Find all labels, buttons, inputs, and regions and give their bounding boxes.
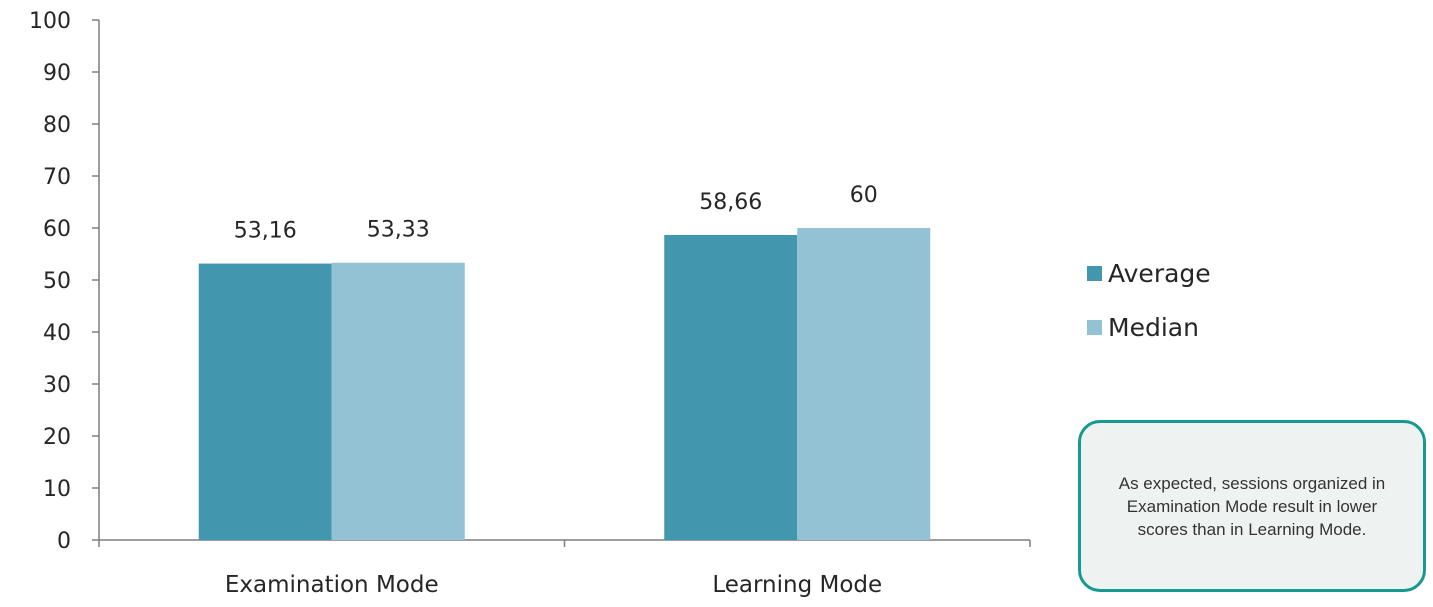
y-tick-label: 40 [43,321,71,346]
y-tick-label: 30 [43,373,71,398]
x-category-label: Examination Mode [225,572,439,598]
y-tick-label: 50 [43,269,71,294]
legend-label-median: Median [1108,312,1199,342]
legend-label-average: Average [1108,258,1211,288]
y-tick-label: 60 [43,217,71,242]
bar-chart: 0 10 20 30 40 50 60 70 80 90 100 53,16 53,33 Examinat… [29,9,1031,598]
x-category-label: Learning Mode [712,572,882,598]
bar-median [797,228,931,540]
data-label: 53,16 [234,219,297,244]
data-label: 53,33 [367,218,430,243]
y-tick-label: 90 [43,61,71,86]
legend-item-average: Average [1087,258,1211,288]
bar-average [198,263,332,540]
y-tick-label: 10 [43,477,71,502]
data-label: 60 [850,183,878,208]
annotation-callout: As expected, sessions organized in Exami… [1078,420,1426,592]
y-tick-label: 20 [43,425,71,450]
y-tick-label: 80 [43,113,71,138]
legend-swatch-average [1087,265,1102,281]
legend: Average Median [1087,258,1211,366]
y-tick-label: 0 [57,529,71,554]
data-label: 58,66 [699,190,762,215]
bar-average [664,234,798,540]
legend-swatch-median [1087,319,1102,335]
y-tick-label: 70 [43,165,71,190]
legend-item-median: Median [1087,312,1211,342]
y-tick-label: 100 [29,9,71,34]
bar-median [331,262,465,540]
annotation-text: As expected, sessions organized in Exami… [1118,473,1386,539]
